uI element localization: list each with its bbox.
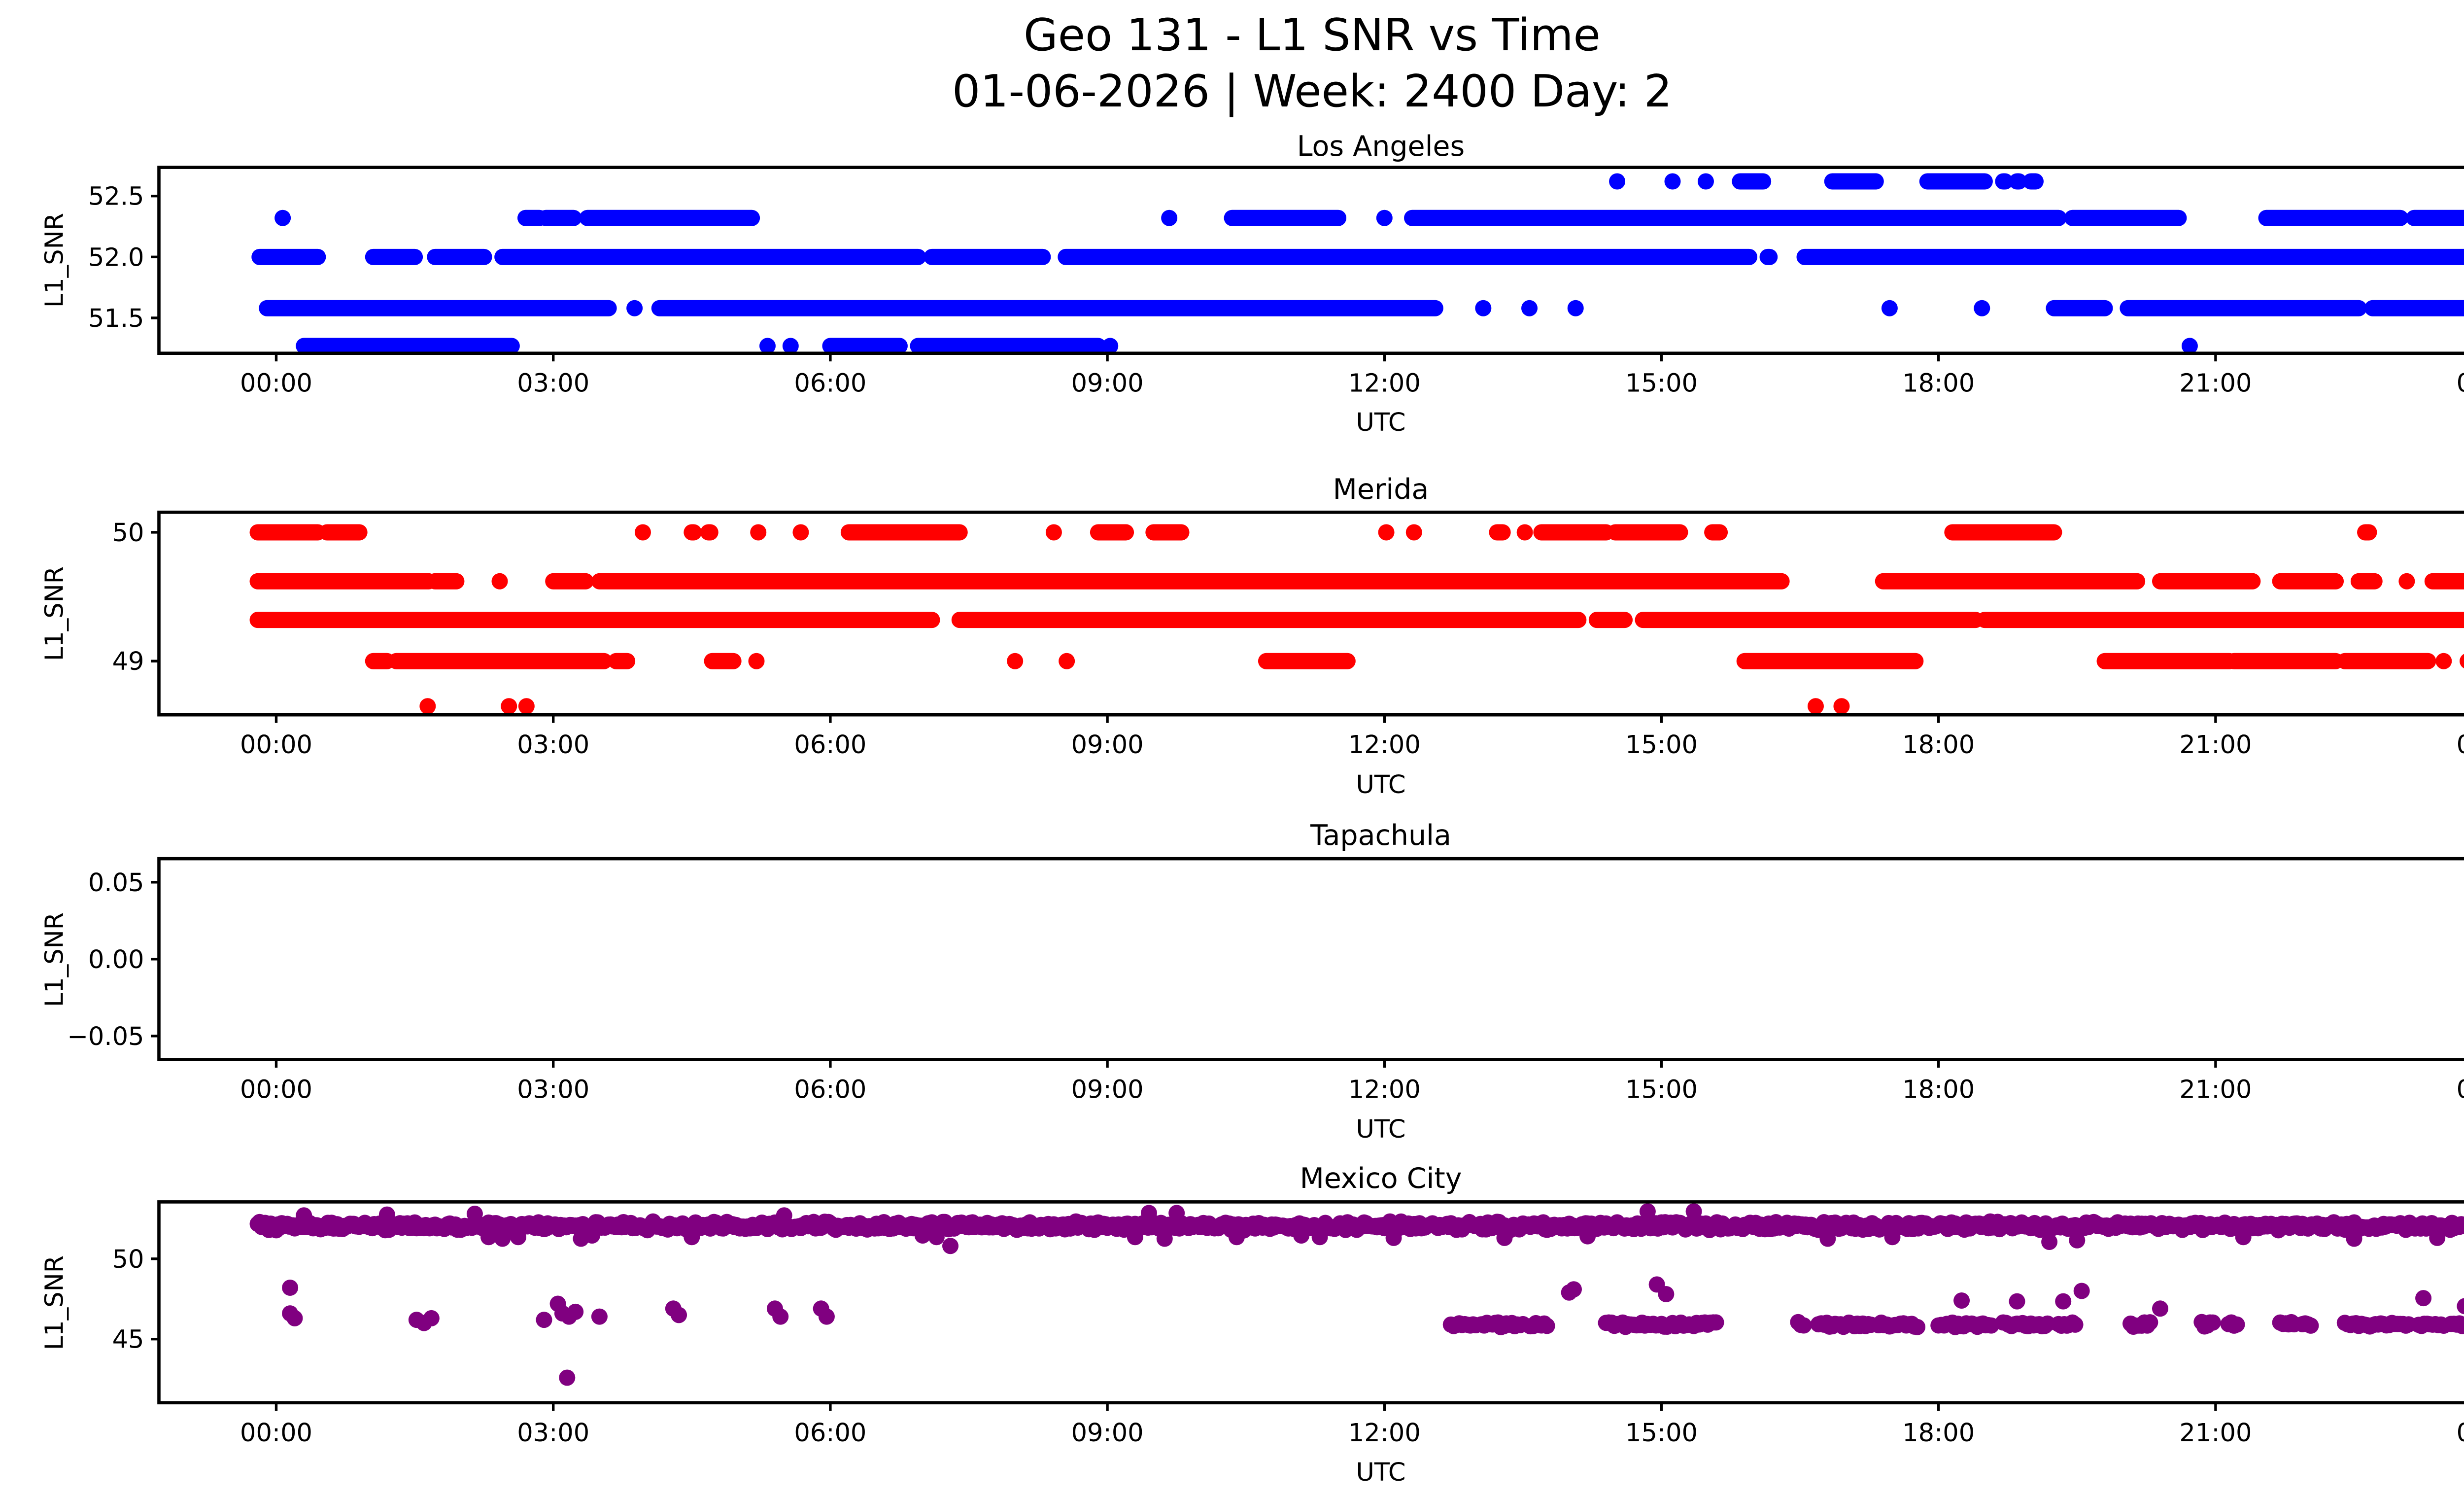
y-tick-label: 52.0 [88, 243, 144, 272]
x-tick-label: 21:00 [2179, 369, 2252, 398]
x-tick-label: 12:00 [1348, 369, 1421, 398]
y-tick-label: 0.05 [88, 869, 144, 898]
subplot-3: 00:00 03:00 06:00 09:00 12:00 15:00 18:00 21:00… [112, 1200, 2464, 1448]
x-ticks: 00:00 03:00 06:00 09:00 12:00 15:00 18:00 21:00… [240, 353, 2464, 398]
x-tick-label: 06:00 [794, 1419, 866, 1448]
subplot-title-tapachula: Tapachula [1310, 819, 1451, 852]
axes-spines [157, 510, 2464, 717]
x-tick-label: 00:00 [240, 369, 312, 398]
x-tick-label: 09:00 [1071, 1419, 1144, 1448]
y-tick-label: 45 [112, 1325, 144, 1355]
x-tick-label: 00:00 [2457, 369, 2464, 398]
x-tick-label: 12:00 [1348, 1419, 1421, 1448]
x-tick-label: 15:00 [1625, 730, 1698, 760]
subplot-title-mexico-city: Mexico City [1300, 1162, 1462, 1195]
x-axis-label-los-angeles: UTC [1356, 408, 1406, 437]
subplot-title-merida: Merida [1333, 473, 1429, 506]
x-tick-label: 09:00 [1071, 1076, 1144, 1105]
y-tick-label: 50 [112, 519, 144, 548]
x-tick-label: 18:00 [1902, 1076, 1975, 1105]
x-tick-label: 00:00 [240, 1076, 312, 1105]
x-tick-label: 09:00 [1071, 730, 1144, 760]
x-ticks: 00:00 03:00 06:00 09:00 12:00 15:00 18:00 21:00… [240, 1059, 2464, 1105]
x-tick-label: 03:00 [517, 1076, 589, 1105]
y-axis-label-merida: L1_SNR [40, 566, 69, 661]
x-tick-label: 00:00 [240, 1419, 312, 1448]
x-tick-label: 00:00 [2457, 1419, 2464, 1448]
subplot-title-los-angeles: Los Angeles [1297, 130, 1465, 163]
x-tick-label: 15:00 [1625, 369, 1698, 398]
y-tick-label: −0.05 [67, 1022, 144, 1051]
x-tick-label: 03:00 [517, 1419, 589, 1448]
x-ticks: 00:00 03:00 06:00 09:00 12:00 15:00 18:00 21:00… [240, 1402, 2464, 1448]
y-tick-label: 49 [112, 647, 144, 676]
data-points [251, 173, 2464, 353]
x-tick-label: 15:00 [1625, 1419, 1698, 1448]
x-tick-label: 06:00 [794, 369, 866, 398]
y-tick-label: 51.5 [88, 304, 144, 333]
axes-spines [157, 166, 2464, 355]
y-ticks: 0.05 0.00 −0.05 [67, 869, 159, 1051]
figure-title: Geo 131 - L1 SNR vs Time [1024, 9, 1601, 61]
y-ticks: 50 45 [112, 1245, 159, 1355]
x-tick-label: 06:00 [794, 730, 866, 760]
x-tick-label: 18:00 [1902, 369, 1975, 398]
axes-spines [157, 1200, 2464, 1405]
x-tick-label: 09:00 [1071, 369, 1144, 398]
axes-spines [157, 857, 2464, 1061]
y-tick-label: 0.00 [88, 945, 144, 974]
x-tick-label: 00:00 [2457, 1076, 2464, 1105]
x-tick-label: 18:00 [1902, 1419, 1975, 1448]
x-tick-label: 12:00 [1348, 730, 1421, 760]
x-tick-label: 15:00 [1625, 1076, 1698, 1105]
x-ticks: 00:00 03:00 06:00 09:00 12:00 15:00 18:00 21:00… [240, 715, 2464, 760]
data-points [249, 524, 2464, 715]
x-tick-label: 03:00 [517, 369, 589, 398]
y-ticks: 52.5 52.0 51.5 [88, 182, 159, 333]
subplot-2: 00:00 03:00 06:00 09:00 12:00 15:00 18:00 21:00… [67, 857, 2464, 1105]
x-tick-label: 03:00 [517, 730, 589, 760]
y-tick-label: 50 [112, 1245, 144, 1274]
x-tick-label: 21:00 [2179, 730, 2252, 760]
x-tick-label: 21:00 [2179, 1419, 2252, 1448]
y-axis-label-mexico-city: L1_SNR [40, 1255, 69, 1351]
y-ticks: 50 49 [112, 519, 159, 676]
x-tick-label: 00:00 [2457, 730, 2464, 760]
x-tick-label: 21:00 [2179, 1076, 2252, 1105]
x-tick-label: 00:00 [240, 730, 312, 760]
subplot-0: 00:00 03:00 06:00 09:00 12:00 15:00 18:00 21:00… [88, 166, 2464, 398]
y-axis-label-los-angeles: L1_SNR [40, 212, 69, 308]
figure-subtitle: 01-06-2026 | Week: 2400 Day: 2 [952, 66, 1673, 117]
x-tick-label: 06:00 [794, 1076, 866, 1105]
subplot-1: 00:00 03:00 06:00 09:00 12:00 15:00 18:00 21:00… [112, 510, 2464, 760]
x-axis-label-tapachula: UTC [1356, 1115, 1406, 1144]
y-axis-label-tapachula: L1_SNR [40, 912, 69, 1008]
y-tick-label: 52.5 [88, 182, 144, 211]
x-axis-label-merida: UTC [1356, 770, 1406, 800]
data-points [249, 1203, 2464, 1386]
x-tick-label: 18:00 [1902, 730, 1975, 760]
x-tick-label: 12:00 [1348, 1076, 1421, 1105]
x-axis-label-mexico-city: UTC [1356, 1458, 1406, 1487]
